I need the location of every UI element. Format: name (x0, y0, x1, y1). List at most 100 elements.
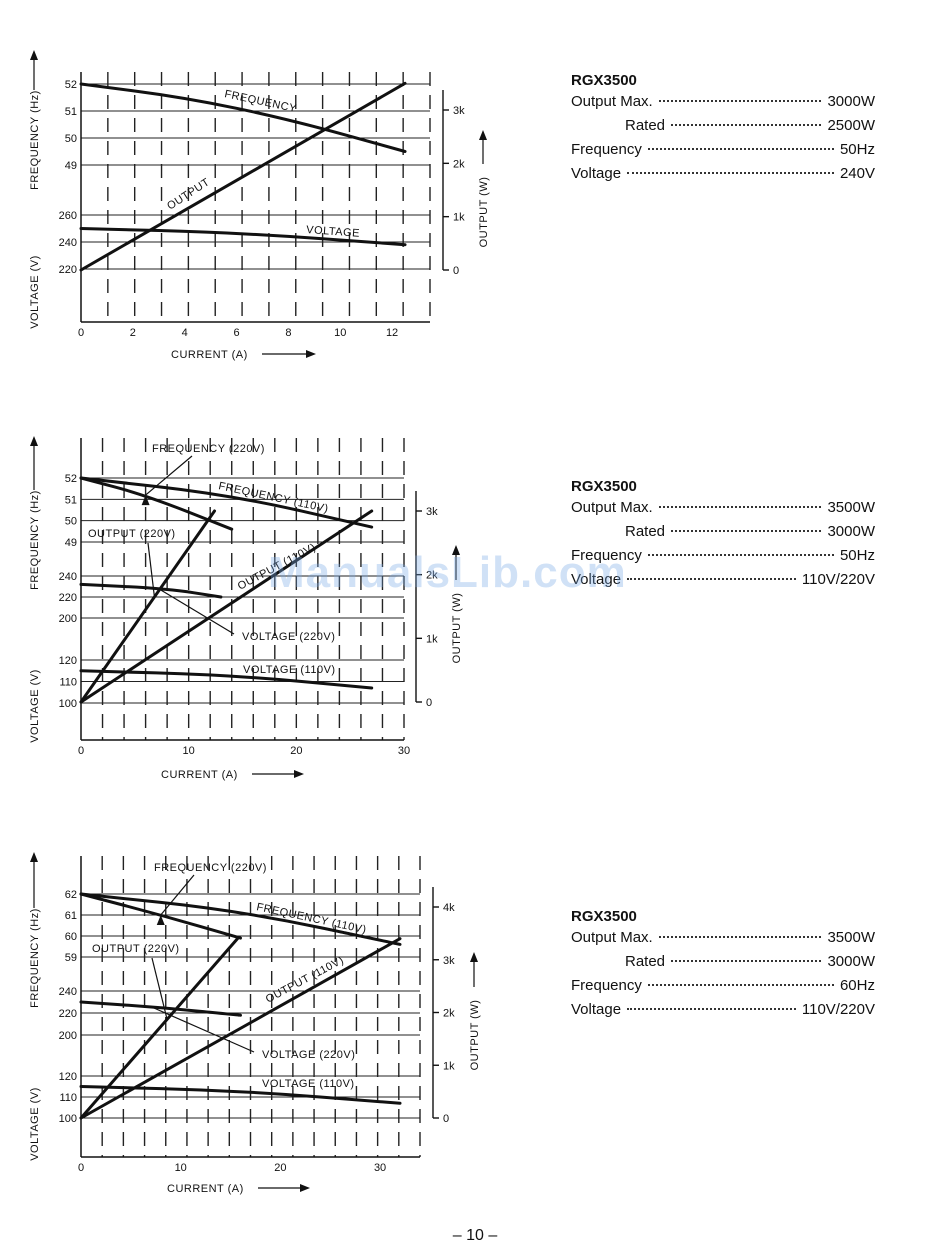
right-tick-label: 3k (426, 506, 438, 518)
x-axis-arrow-head (300, 1184, 310, 1192)
y-tick-label: 51 (65, 494, 77, 506)
x-tick-label: 20 (290, 745, 302, 757)
leader-dots (658, 100, 822, 102)
leader-line (145, 455, 193, 496)
output-axis-label: OUTPUT (W) (451, 593, 463, 664)
voltage-axis-label: VOLTAGE (V) (29, 255, 41, 329)
spec-row-output-max: Output Max. 3000W (571, 93, 875, 117)
chart-3: 0 10 20 30 CURRENT (A) 59 60 61 62 200 220 240 100 11… (29, 852, 481, 1195)
leader-dots (627, 1008, 796, 1010)
y-tick-label: 220 (59, 1008, 77, 1020)
series-label: OUTPUT (110V) (236, 541, 318, 592)
series-label: OUTPUT (220V) (88, 528, 176, 540)
leader-arrow-head (156, 915, 165, 925)
spec-value: 110V/220V (801, 571, 875, 588)
spec-value: 50Hz (839, 547, 875, 564)
x-tick-label: 30 (398, 745, 410, 757)
leader-dots (671, 124, 822, 126)
spec-value: 3000W (827, 523, 875, 540)
leader-line (147, 542, 156, 598)
leader-dots (627, 172, 834, 174)
frequency-axis-label: FREQUENCY (Hz) (29, 908, 41, 1008)
series-label: VOLTAGE (220V) (262, 1049, 355, 1061)
right-tick-label: 2k (426, 570, 438, 582)
voltage-axis-label: VOLTAGE (V) (29, 669, 41, 743)
series-line-voltage-220v (79, 1000, 242, 1017)
y-tick-label: 52 (65, 79, 77, 91)
y-tick-label: 61 (65, 910, 77, 922)
output-axis-label: OUTPUT (W) (478, 177, 490, 248)
y-tick-label: 60 (65, 931, 77, 943)
spec-row-output-max: Output Max. 3500W (571, 499, 875, 523)
spec-model: RGX3500 (571, 72, 637, 89)
spec-value: 240V (839, 165, 875, 182)
spec-value: 3500W (827, 929, 875, 946)
series-label: FREQUENCY (220V) (152, 443, 265, 455)
y-tick-label: 260 (59, 210, 77, 222)
series-line-frequency-110v (79, 892, 402, 946)
voltage-axis-label: VOLTAGE (V) (29, 1087, 41, 1161)
right-tick-label: 1k (453, 212, 465, 224)
y-tick-label: 120 (59, 655, 77, 667)
output-axis-label: OUTPUT (W) (469, 1000, 481, 1071)
spec-model: RGX3500 (571, 478, 637, 495)
spec-label: Voltage (571, 1001, 622, 1018)
x-axis-label: CURRENT (A) (161, 769, 238, 781)
spec-row-output-max: Output Max. 3500W (571, 929, 875, 953)
y-tick-label: 100 (59, 1113, 77, 1125)
x-tick-label: 4 (182, 327, 188, 339)
right-tick-label: 0 (426, 697, 432, 709)
x-tick-label: 0 (78, 745, 84, 757)
spec-value: 60Hz (839, 977, 875, 994)
leader-dots (627, 578, 796, 580)
right-tick-label: 0 (453, 265, 459, 277)
spec-label: Frequency (571, 547, 642, 564)
spec-label: Frequency (571, 141, 642, 158)
chart-1: 0 2 4 6 8 10 12 CURRENT (A) 49 50 51 52 220 240 260 FRE… (29, 50, 490, 361)
spec-row-frequency: Frequency 60Hz (571, 977, 875, 1001)
left-axis-arrow-head (30, 852, 38, 862)
spec-label: Output Max. (571, 929, 653, 946)
right-tick-label: 2k (443, 1008, 455, 1020)
spec-row-voltage: Voltage 110V/220V (571, 1001, 875, 1025)
series-label: VOLTAGE (110V) (262, 1078, 355, 1090)
y-tick-label: 110 (59, 677, 77, 689)
x-axis-arrow-head (306, 350, 316, 358)
x-axis-arrow-head (294, 770, 304, 778)
spec-label: Voltage (571, 165, 622, 182)
series-label: VOLTAGE (110V) (243, 664, 336, 676)
right-tick-label: 3k (443, 955, 455, 967)
spec-model: RGX3500 (571, 908, 637, 925)
x-tick-label: 10 (175, 1162, 187, 1174)
leader-dots (647, 554, 834, 556)
x-tick-label: 20 (274, 1162, 286, 1174)
leader-line (158, 588, 235, 635)
series-line-output-110v (79, 509, 374, 704)
y-tick-label: 51 (65, 106, 77, 118)
spec-block-1: RGX3500 Output Max. 3000W Rated 2500W Freq… (571, 72, 875, 189)
left-axis-arrow-head (30, 50, 38, 60)
y-tick-label: 200 (59, 613, 77, 625)
series-label: VOLTAGE (306, 224, 361, 240)
series-line-frequency (79, 82, 407, 153)
y-tick-label: 240 (59, 986, 77, 998)
spec-row-frequency: Frequency 50Hz (571, 141, 875, 165)
y-tick-label: 200 (59, 1030, 77, 1042)
leader-dots (658, 936, 822, 938)
spec-value: 110V/220V (801, 1001, 875, 1018)
y-tick-label: 50 (65, 133, 77, 145)
spec-label: Rated (625, 523, 666, 540)
series-label: OUTPUT (110V) (264, 954, 346, 1005)
right-tick-label: 3k (453, 105, 465, 117)
y-tick-label: 120 (59, 1071, 77, 1083)
y-tick-label: 110 (59, 1092, 77, 1104)
y-tick-label: 240 (59, 237, 77, 249)
series-label: FREQUENCY (220V) (154, 862, 267, 874)
leader-line (160, 874, 195, 916)
spec-row-rated: Rated 2500W (571, 117, 875, 141)
spec-value: 3500W (827, 499, 875, 516)
series-line-voltage (79, 227, 407, 247)
leader-dots (671, 530, 822, 532)
x-tick-label: 8 (285, 327, 291, 339)
spec-label: Rated (625, 117, 666, 134)
